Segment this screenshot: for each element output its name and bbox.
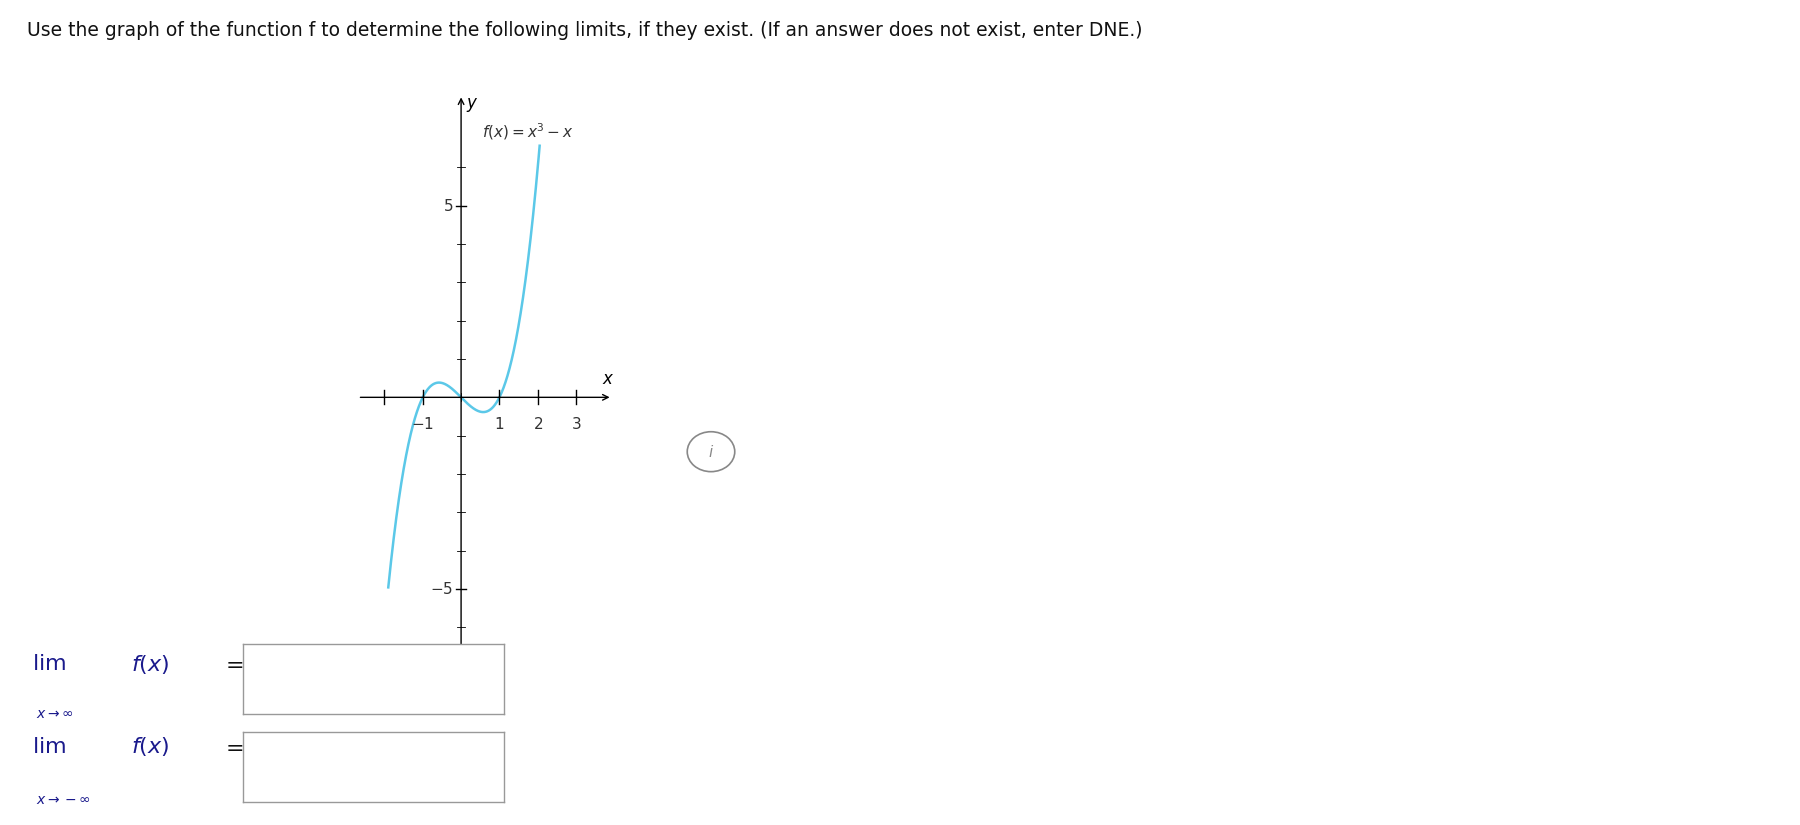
Text: $=$: $=$ bbox=[221, 654, 245, 674]
Text: $y$: $y$ bbox=[466, 97, 479, 115]
Text: i: i bbox=[709, 446, 713, 460]
Text: $2$: $2$ bbox=[533, 417, 544, 432]
Text: $3$: $3$ bbox=[571, 417, 581, 432]
Text: $f(x)$: $f(x)$ bbox=[131, 735, 169, 758]
Text: $\lim$: $\lim$ bbox=[32, 654, 67, 674]
Text: $\lim$: $\lim$ bbox=[32, 737, 67, 757]
Text: $x\to\infty$: $x\to\infty$ bbox=[36, 707, 74, 720]
Text: $5$: $5$ bbox=[443, 198, 454, 214]
Text: $f(x)$: $f(x)$ bbox=[131, 653, 169, 676]
Text: $x\to-\infty$: $x\to-\infty$ bbox=[36, 794, 90, 807]
Text: $-5$: $-5$ bbox=[430, 581, 452, 597]
Text: $-1$: $-1$ bbox=[410, 417, 434, 432]
Text: Use the graph of the function f to determine the following limits, if they exist: Use the graph of the function f to deter… bbox=[27, 21, 1143, 40]
Text: $f(x) = x^3 - x$: $f(x) = x^3 - x$ bbox=[482, 121, 574, 142]
Text: $=$: $=$ bbox=[221, 737, 245, 757]
Text: $1$: $1$ bbox=[495, 417, 504, 432]
Text: $x$: $x$ bbox=[601, 370, 614, 388]
